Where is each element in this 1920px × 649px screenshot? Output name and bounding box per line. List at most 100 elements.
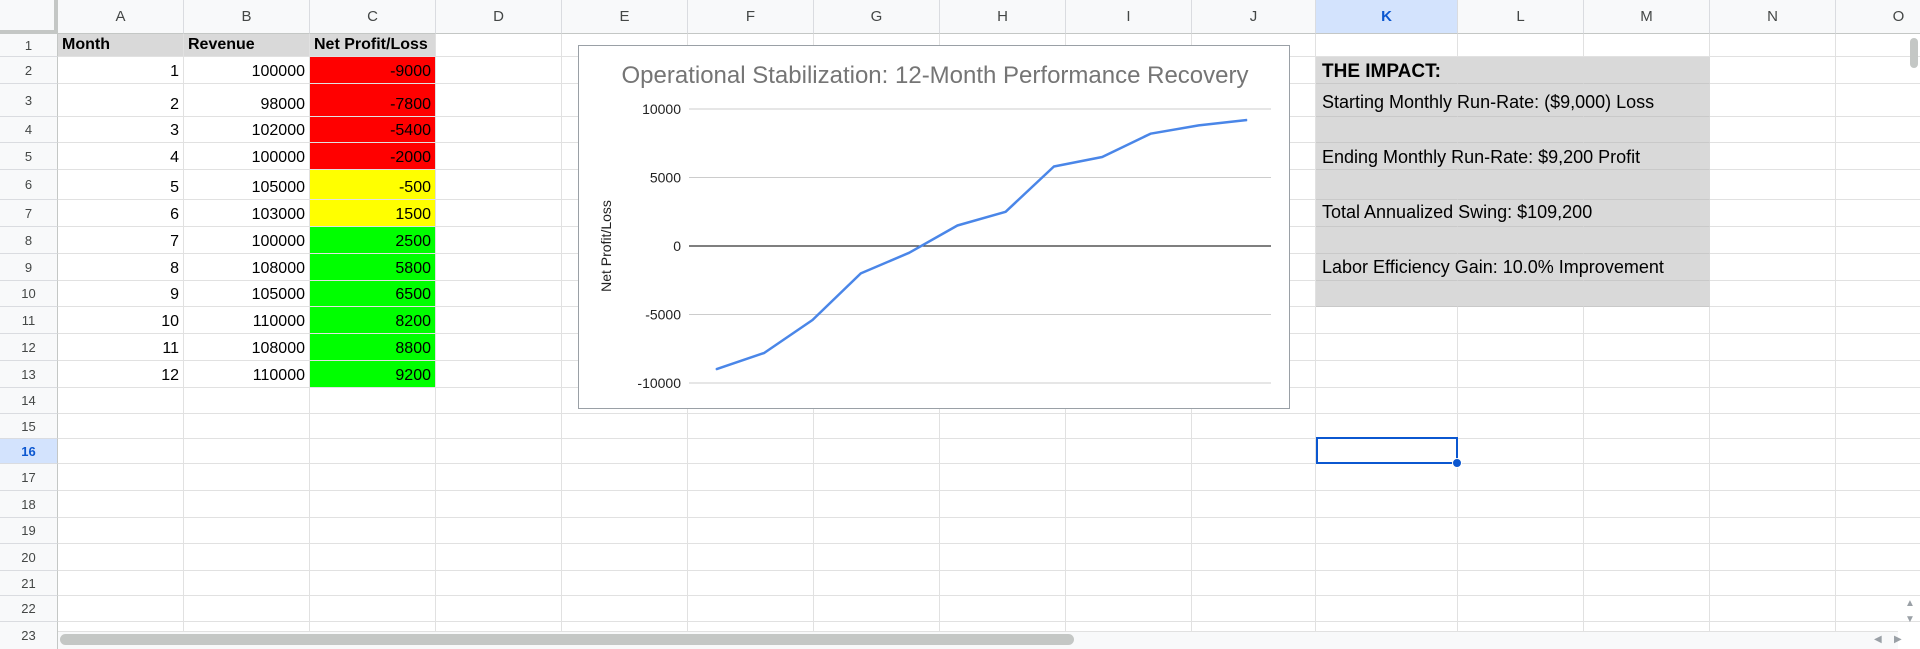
cell[interactable] [1584, 571, 1710, 596]
cell[interactable] [1458, 571, 1584, 596]
cell[interactable] [1836, 334, 1920, 361]
row-header-8[interactable]: 8 [0, 227, 58, 254]
revenue-cell[interactable]: 102000 [184, 117, 310, 143]
impact-cell[interactable] [1458, 117, 1584, 143]
row-header-4[interactable]: 4 [0, 117, 58, 143]
data-point[interactable] [812, 319, 814, 321]
month-cell[interactable]: 10 [58, 307, 184, 334]
revenue-cell[interactable]: 100000 [184, 143, 310, 170]
cell[interactable] [1316, 388, 1458, 414]
net-profit-cell[interactable]: 1500 [310, 200, 436, 227]
cell[interactable] [436, 464, 562, 491]
select-all-corner[interactable] [0, 0, 58, 34]
cell[interactable] [940, 596, 1066, 622]
cell[interactable] [562, 596, 688, 622]
cell[interactable] [940, 439, 1066, 464]
cell[interactable] [688, 518, 814, 544]
cell[interactable] [436, 170, 562, 200]
cell[interactable] [1710, 117, 1836, 143]
cell[interactable] [1584, 544, 1710, 571]
cell[interactable] [184, 439, 310, 464]
impact-cell[interactable] [1458, 200, 1584, 227]
month-cell[interactable]: 4 [58, 143, 184, 170]
month-cell[interactable]: 1 [58, 57, 184, 84]
month-cell[interactable]: 11 [58, 334, 184, 361]
cell[interactable] [1316, 518, 1458, 544]
impact-cell[interactable] [1316, 117, 1458, 143]
column-header-m[interactable]: M [1584, 0, 1710, 34]
cell[interactable] [310, 439, 436, 464]
scroll-down-arrow-icon[interactable]: ▼ [1905, 614, 1915, 625]
cell[interactable] [814, 544, 940, 571]
cell[interactable] [436, 388, 562, 414]
cell[interactable] [1192, 596, 1316, 622]
row-header-17[interactable]: 17 [0, 464, 58, 491]
cell[interactable] [184, 571, 310, 596]
column-header-k[interactable]: K [1316, 0, 1458, 34]
cell[interactable] [1836, 307, 1920, 334]
cell[interactable] [1458, 464, 1584, 491]
data-point[interactable] [1246, 119, 1248, 121]
row-header-19[interactable]: 19 [0, 518, 58, 544]
cell[interactable] [184, 414, 310, 439]
impact-cell[interactable] [1316, 84, 1458, 117]
cell[interactable] [1836, 200, 1920, 227]
cell[interactable] [1710, 414, 1836, 439]
cell[interactable] [436, 34, 562, 57]
cell[interactable] [1316, 491, 1458, 518]
cell[interactable] [1710, 464, 1836, 491]
cell[interactable] [940, 464, 1066, 491]
row-header-20[interactable]: 20 [0, 544, 58, 571]
cell[interactable] [310, 491, 436, 518]
scroll-up-arrow-icon[interactable]: ▲ [1905, 598, 1915, 609]
cell[interactable] [1584, 307, 1710, 334]
row-header-13[interactable]: 13 [0, 361, 58, 388]
revenue-cell[interactable]: 110000 [184, 361, 310, 388]
cell[interactable] [1836, 227, 1920, 254]
cell[interactable] [1836, 388, 1920, 414]
cell[interactable] [562, 518, 688, 544]
cell[interactable] [688, 439, 814, 464]
column-header-j[interactable]: J [1192, 0, 1316, 34]
cell[interactable] [58, 464, 184, 491]
cell[interactable] [940, 518, 1066, 544]
cell[interactable] [1458, 307, 1584, 334]
cell[interactable] [184, 596, 310, 622]
line-chart[interactable]: Operational Stabilization: 12-Month Perf… [578, 45, 1290, 409]
cell[interactable] [1710, 596, 1836, 622]
cell[interactable] [1710, 254, 1836, 281]
cell[interactable] [1836, 518, 1920, 544]
table-header-cell[interactable]: Net Profit/Loss [310, 34, 436, 57]
row-header-11[interactable]: 11 [0, 307, 58, 334]
column-header-c[interactable]: C [310, 0, 436, 34]
cell[interactable] [814, 439, 940, 464]
impact-cell[interactable] [1316, 254, 1458, 281]
cell[interactable] [436, 571, 562, 596]
cell[interactable] [1710, 227, 1836, 254]
column-header-o[interactable]: O [1836, 0, 1920, 34]
cell[interactable] [1710, 571, 1836, 596]
data-point[interactable] [1149, 133, 1151, 135]
column-header-d[interactable]: D [436, 0, 562, 34]
cell[interactable] [436, 307, 562, 334]
impact-cell[interactable] [1584, 117, 1710, 143]
data-point[interactable] [1198, 124, 1200, 126]
impact-cell[interactable] [1458, 57, 1584, 84]
row-header-14[interactable]: 14 [0, 388, 58, 414]
cell[interactable] [310, 544, 436, 571]
row-header-7[interactable]: 7 [0, 200, 58, 227]
cell[interactable] [1836, 414, 1920, 439]
cell[interactable] [184, 544, 310, 571]
column-header-l[interactable]: L [1458, 0, 1584, 34]
net-profit-cell[interactable]: 8800 [310, 334, 436, 361]
month-cell[interactable]: 2 [58, 84, 184, 117]
cell[interactable] [58, 414, 184, 439]
column-header-i[interactable]: I [1066, 0, 1192, 34]
cell[interactable] [1316, 544, 1458, 571]
cell[interactable] [1710, 307, 1836, 334]
cell[interactable] [1066, 464, 1192, 491]
row-header-1[interactable]: 1 [0, 34, 58, 57]
data-point[interactable] [763, 352, 765, 354]
data-point[interactable] [956, 224, 958, 226]
cell[interactable] [1836, 281, 1920, 307]
